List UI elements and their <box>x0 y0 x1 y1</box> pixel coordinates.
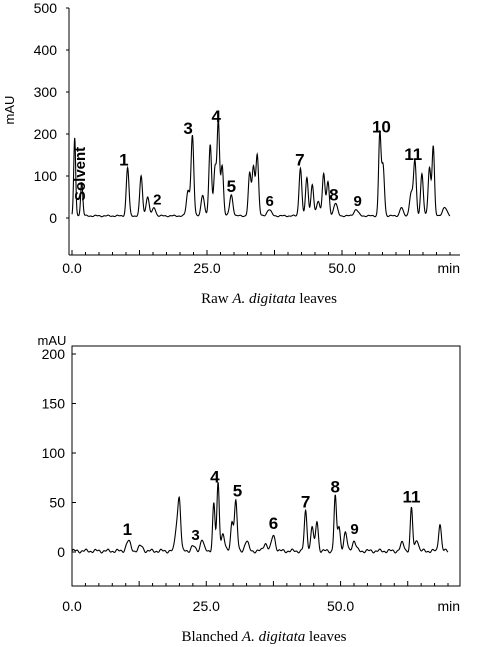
blanched-ylabel: mAU <box>38 333 67 348</box>
blanched-xtick-label: 0.0 <box>62 598 82 614</box>
raw-peak-labels: Solvent 1 2 34 5 6 7 8 9 10 11 <box>72 107 422 210</box>
raw-solvent-label: Solvent <box>72 147 89 201</box>
blanched-peak-label: 9 <box>350 521 358 538</box>
raw-x-unit: min <box>437 260 460 276</box>
raw-peak-label: 9 <box>353 193 361 210</box>
raw-peak-label: 10 <box>372 118 391 137</box>
blanched-ytick-label: 100 <box>42 445 66 461</box>
raw-x-axis: 0.0 25.0 50.0 <box>62 250 451 276</box>
blanched-caption: Blanched A. digitata leaves <box>182 629 347 645</box>
raw-ytick-label: 200 <box>34 126 58 142</box>
raw-ytick-label: 400 <box>34 42 58 58</box>
raw-peak-label: 5 <box>227 177 236 196</box>
blanched-peak-label: 4 <box>210 468 220 487</box>
raw-peak-label: 2 <box>153 192 161 209</box>
blanched-ytick-label: 200 <box>42 346 66 362</box>
blanched-peak-label: 8 <box>330 478 339 497</box>
raw-ytick-label: 500 <box>34 0 58 16</box>
raw-ylabel: mAU <box>2 96 17 125</box>
raw-xtick-label: 50.0 <box>328 260 355 276</box>
blanched-x-axis: 0.0 25.0 50.0 <box>62 581 449 614</box>
raw-ytick-label: 0 <box>49 210 57 226</box>
raw-y-axis: 0 100 200 300 400 500 <box>34 0 69 226</box>
blanched-xtick-label: 50.0 <box>327 598 354 614</box>
blanched-plot-frame <box>71 345 461 587</box>
blanched-ytick-label: 50 <box>49 495 65 511</box>
blanched-peak-label: 7 <box>301 492 310 511</box>
blanched-peak-label: 3 <box>191 527 199 544</box>
raw-peak-label: 1 <box>119 151 128 170</box>
raw-xtick-label: 25.0 <box>193 260 220 276</box>
raw-caption-before: Raw <box>201 291 232 307</box>
raw-peak-label: 11 <box>404 145 422 164</box>
raw-leaves-chromatogram: mAU 0 100 200 300 400 500 0.0 25.0 50.0 Solvent… <box>2 0 460 307</box>
blanched-x-unit: min <box>437 598 460 614</box>
raw-peak-label: 8 <box>329 185 338 204</box>
blanched-trace-line <box>71 482 449 554</box>
raw-ytick-label: 300 <box>34 84 58 100</box>
raw-caption: Raw A. digitata leaves <box>201 291 337 307</box>
raw-ytick-label: 100 <box>34 168 58 184</box>
blanched-ytick-label: 150 <box>42 396 66 412</box>
blanched-caption-species: A. digitata <box>241 629 305 645</box>
blanched-peak-label: 6 <box>269 514 278 533</box>
blanched-caption-after: leaves <box>305 629 346 645</box>
raw-xtick-label: 0.0 <box>62 260 82 276</box>
blanched-ytick-label: 0 <box>57 544 65 560</box>
blanched-caption-before: Blanched <box>182 629 242 645</box>
blanched-peak-label: 1 <box>123 520 132 539</box>
raw-peak-label: 3 <box>183 119 192 138</box>
raw-peak-label: 4 <box>211 107 221 126</box>
raw-peak-label: 7 <box>295 151 304 170</box>
blanched-peak-label: 5 <box>233 482 242 501</box>
raw-caption-species: A. digitata <box>231 291 295 307</box>
raw-caption-after: leaves <box>296 291 337 307</box>
blanched-xtick-label: 25.0 <box>193 598 220 614</box>
blanched-peak-label: 11 <box>402 488 420 507</box>
raw-peak-label: 6 <box>265 193 273 210</box>
raw-trace-line <box>71 118 451 218</box>
blanched-peak-labels: 1 3 45 6 7 8 9 11 <box>123 468 421 544</box>
blanched-y-axis: 0 50 100 150 200 <box>42 346 76 560</box>
